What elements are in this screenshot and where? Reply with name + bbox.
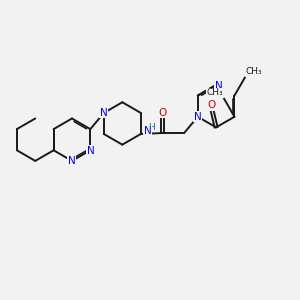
Text: CH₃: CH₃ xyxy=(246,67,262,76)
Text: O: O xyxy=(208,100,216,110)
Text: H: H xyxy=(148,122,155,131)
Text: N: N xyxy=(194,112,202,122)
Text: N: N xyxy=(87,146,95,156)
Text: O: O xyxy=(159,108,167,118)
Text: N: N xyxy=(100,108,108,118)
Text: N: N xyxy=(68,157,75,166)
Text: N: N xyxy=(144,126,152,136)
Text: CH₃: CH₃ xyxy=(207,88,223,97)
Text: N: N xyxy=(214,80,222,91)
